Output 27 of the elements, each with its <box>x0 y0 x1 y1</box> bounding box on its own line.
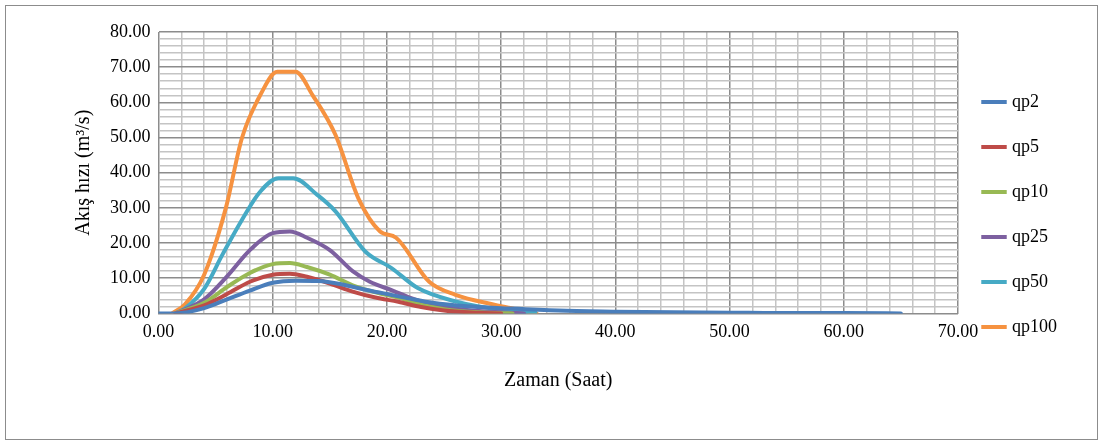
x-tick-label: 60.00 <box>823 320 865 341</box>
y-axis-title: Akış hızı (m³/s) <box>71 109 95 236</box>
y-tick-label: 60.00 <box>110 91 151 112</box>
x-tick-label: 70.00 <box>937 320 979 341</box>
legend-label: qp25 <box>1012 225 1048 246</box>
y-tick-label: 10.00 <box>110 266 151 287</box>
y-tick-label: 0.00 <box>119 302 151 323</box>
x-tick-label: 50.00 <box>709 320 750 341</box>
y-tick-label: 50.00 <box>110 126 151 147</box>
y-tick-label: 30.00 <box>110 196 151 217</box>
y-tick-label: 40.00 <box>110 161 151 182</box>
y-tick-label: 80.00 <box>110 20 151 41</box>
x-tick-label: 20.00 <box>366 320 408 341</box>
x-tick-label: 40.00 <box>595 320 636 341</box>
legend-label: qp100 <box>1012 315 1057 336</box>
legend-label: qp10 <box>1012 180 1048 201</box>
line-series <box>158 278 903 314</box>
x-tick-label: 0.00 <box>142 320 175 341</box>
x-tick-label: 10.00 <box>252 320 293 341</box>
y-tick-label: 70.00 <box>110 55 151 76</box>
line-series <box>170 69 539 314</box>
x-axis-title: Zaman (Saat) <box>504 368 613 392</box>
legend-label: qp2 <box>1012 90 1039 111</box>
legend-label: qp50 <box>1012 270 1048 291</box>
x-tick-label: 30.00 <box>480 320 522 341</box>
legend-label: qp5 <box>1012 135 1039 156</box>
y-tick-label: 20.00 <box>110 231 151 252</box>
